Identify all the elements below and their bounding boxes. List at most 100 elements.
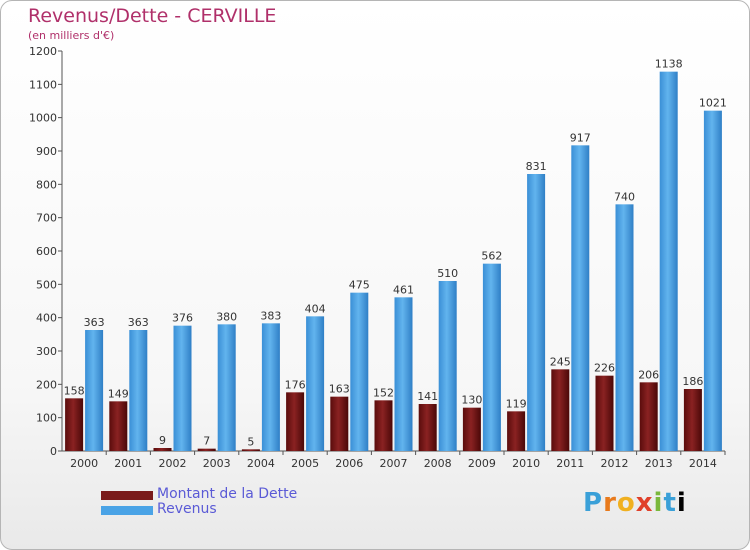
data-label-revenus: 510: [437, 267, 458, 280]
data-label-debt: 226: [594, 362, 615, 375]
axes: 0 100 200 300 400 500 600 700 800 900 1000 1100 1200…: [29, 45, 726, 470]
data-label-debt: 119: [506, 397, 527, 410]
y-tick-label: 100: [36, 412, 57, 425]
bar-debt: [418, 404, 437, 451]
data-label-revenus: 404: [305, 302, 326, 315]
x-tick-label: 2012: [601, 457, 629, 470]
data-label-debt: 245: [550, 355, 571, 368]
x-tick-label: 2014: [689, 457, 717, 470]
y-tick-label: 0: [50, 445, 57, 458]
bar-debt: [595, 375, 614, 451]
y-tick-label: 500: [36, 278, 57, 291]
bar-revenus: [659, 71, 678, 452]
x-tick-label: 2003: [203, 457, 231, 470]
bar-revenus: [261, 323, 280, 451]
proxiti-logo: Proxiti: [583, 488, 687, 518]
data-label-debt: 5: [247, 435, 254, 448]
x-tick-label: 2006: [335, 457, 363, 470]
data-label-revenus: 562: [481, 250, 502, 263]
data-label-debt: 9: [159, 434, 166, 447]
data-label-debt: 149: [108, 387, 129, 400]
x-tick-label: 2013: [645, 457, 673, 470]
legend-swatch-revenus: [101, 506, 153, 515]
data-label-revenus: 475: [349, 279, 370, 292]
bar-revenus: [571, 145, 590, 452]
y-tick-label: 900: [36, 145, 57, 158]
bar-revenus: [394, 297, 413, 451]
data-label-revenus: 461: [393, 283, 414, 296]
bars: [65, 71, 722, 452]
legend-swatch-debt: [101, 491, 153, 500]
x-tick-label: 2000: [70, 457, 98, 470]
bar-revenus: [703, 110, 722, 452]
bar-debt: [683, 389, 702, 451]
data-label-debt: 163: [329, 383, 350, 396]
y-tick-label: 1100: [29, 78, 57, 91]
data-label-debt: 7: [203, 435, 210, 448]
bar-debt: [374, 400, 393, 451]
data-label-revenus: 1021: [699, 97, 727, 110]
data-label-revenus: 740: [614, 190, 635, 203]
bar-debt: [109, 401, 128, 451]
bar-debt: [153, 448, 172, 451]
x-tick-label: 2001: [114, 457, 142, 470]
y-tick-label: 700: [36, 212, 57, 225]
bar-debt: [507, 411, 526, 451]
x-tick-label: 2007: [380, 457, 408, 470]
x-tick-label: 2004: [247, 457, 275, 470]
x-tick-label: 2005: [291, 457, 319, 470]
bar-revenus: [350, 292, 369, 451]
logo-letter: P: [583, 488, 604, 518]
bar-revenus: [85, 330, 104, 451]
logo-letter: r: [603, 488, 617, 518]
bar-debt: [65, 398, 84, 451]
y-tick-label: 200: [36, 378, 57, 391]
data-label-debt: 158: [64, 384, 85, 397]
bar-revenus: [129, 330, 148, 451]
bar-revenus: [438, 281, 457, 451]
logo-letter: x: [635, 488, 654, 518]
bar-revenus: [306, 316, 325, 451]
bar-revenus: [615, 204, 634, 451]
data-label-revenus: 363: [84, 316, 105, 329]
x-tick-label: 2002: [159, 457, 187, 470]
logo-letter: i: [676, 488, 687, 518]
bar-revenus: [482, 263, 501, 451]
bar-debt: [241, 449, 260, 451]
data-labels: 158 363 149 363 9 376 7 380 5 383 176 404 163 475 152 4…: [64, 58, 727, 449]
y-tick-label: 1000: [29, 112, 57, 125]
x-tick-label: 2008: [424, 457, 452, 470]
data-label-revenus: 363: [128, 316, 149, 329]
logo-letter: t: [663, 488, 677, 518]
data-label-revenus: 917: [570, 131, 591, 144]
data-label-debt: 176: [285, 378, 306, 391]
x-tick-label: 2010: [512, 457, 540, 470]
data-label-revenus: 376: [172, 312, 193, 325]
logo-letter: o: [616, 488, 636, 518]
legend-label-debt: Montant de la Dette: [157, 486, 298, 502]
legend-label-revenus: Revenus: [157, 501, 217, 517]
bar-debt: [197, 448, 216, 451]
y-tick-label: 300: [36, 345, 57, 358]
data-label-revenus: 1138: [655, 58, 683, 71]
y-tick-label: 600: [36, 245, 57, 258]
data-label-debt: 206: [638, 368, 659, 381]
bar-revenus: [217, 324, 236, 451]
data-label-revenus: 831: [526, 160, 547, 173]
x-tick-label: 2009: [468, 457, 496, 470]
y-tick-label: 400: [36, 312, 57, 325]
data-label-revenus: 383: [260, 309, 281, 322]
data-label-revenus: 380: [216, 310, 237, 323]
bar-debt: [551, 369, 570, 451]
logo-letter: i: [653, 488, 664, 518]
bar-revenus: [527, 174, 546, 451]
bar-debt: [330, 396, 349, 451]
bar-debt: [639, 382, 658, 451]
chart-title: Revenus/Dette - CERVILLE: [28, 5, 277, 27]
data-label-debt: 130: [461, 394, 482, 407]
data-label-debt: 141: [417, 390, 438, 403]
data-label-debt: 152: [373, 386, 394, 399]
bar-revenus: [173, 325, 192, 451]
